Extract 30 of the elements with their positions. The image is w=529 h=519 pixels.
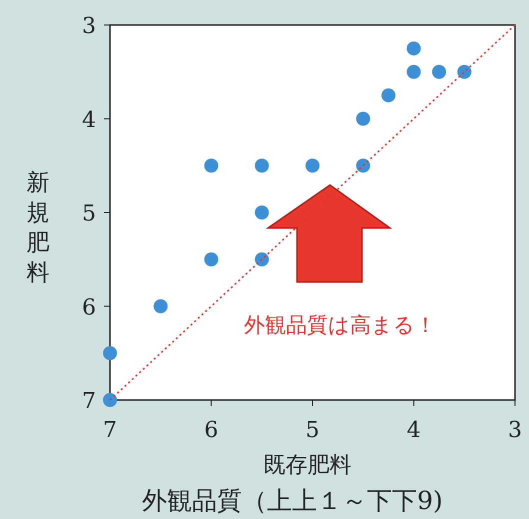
point: [254, 252, 269, 266]
point: [254, 158, 269, 173]
point: [204, 158, 218, 173]
point: [306, 158, 320, 173]
point: [406, 41, 421, 56]
x-tick-label: 3: [508, 418, 522, 443]
point: [254, 206, 269, 220]
y-tick-label: 7: [82, 389, 96, 414]
y-tick-label: 3: [82, 14, 96, 39]
point: [204, 252, 218, 266]
x-tick-label: 6: [204, 418, 218, 443]
y-axis-title: 新規肥料: [26, 170, 50, 286]
annotation: 外観品質は高まる！: [244, 313, 436, 337]
point: [103, 393, 117, 407]
point: [356, 112, 370, 126]
x-tick-label: 7: [103, 418, 117, 443]
point: [457, 64, 472, 79]
x-tick-label: 4: [406, 418, 421, 443]
point: [406, 64, 421, 79]
point: [432, 64, 446, 79]
y-tick-label: 4: [82, 108, 96, 133]
y-tick-label: 6: [82, 295, 96, 320]
y-tick-label: 5: [82, 202, 96, 226]
x-tick-label: 5: [306, 418, 320, 443]
point: [356, 158, 370, 173]
point: [381, 88, 396, 102]
point: [103, 346, 117, 360]
text: 外観品質（上上１～下下9): [142, 486, 443, 515]
point: [154, 299, 168, 314]
x-axis-title: 既存肥料: [264, 453, 352, 478]
